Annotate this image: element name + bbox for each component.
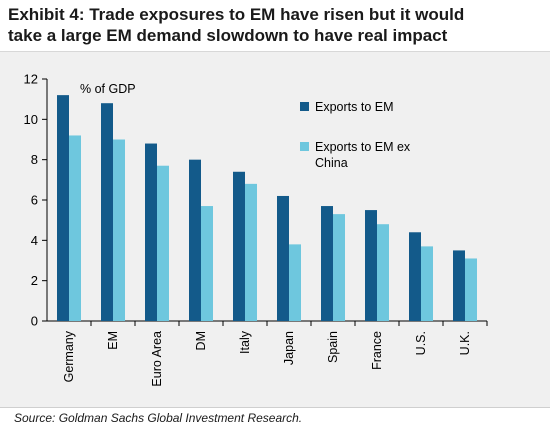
- title-line-2: take a large EM demand slowdown to have …: [8, 26, 448, 45]
- x-tick-label: Spain: [326, 331, 340, 363]
- legend-swatch-exports-em-ex-china: [300, 142, 309, 151]
- bar-exports-em-ex-china: [289, 244, 301, 321]
- bar-exports-em-ex-china: [157, 165, 169, 321]
- bar-exports-em: [409, 232, 421, 321]
- bar-exports-em: [189, 159, 201, 321]
- title-line-1: Exhibit 4: Trade exposures to EM have ri…: [8, 5, 465, 24]
- legend-label-exports-em-ex-china: China: [315, 156, 348, 170]
- bar-exports-em: [321, 206, 333, 321]
- y-tick-label: 4: [31, 233, 38, 248]
- bar-exports-em: [233, 171, 245, 321]
- legend-label-exports-em: Exports to EM: [315, 100, 394, 114]
- bar-exports-em-ex-china: [245, 183, 257, 321]
- x-tick-label: Japan: [282, 331, 296, 365]
- x-tick-label: Euro Area: [150, 331, 164, 387]
- bar-exports-em-ex-china: [465, 258, 477, 321]
- source-note: Source: Goldman Sachs Global Investment …: [14, 411, 303, 425]
- bar-exports-em-ex-china: [377, 224, 389, 321]
- bar-exports-em-ex-china: [69, 135, 81, 321]
- bar-exports-em: [453, 250, 465, 321]
- x-tick-label: France: [370, 331, 384, 370]
- y-tick-label: 0: [31, 314, 38, 329]
- bar-exports-em-ex-china: [421, 246, 433, 321]
- x-tick-label: Italy: [238, 330, 252, 354]
- y-tick-label: 6: [31, 193, 38, 208]
- y-tick-label: 8: [31, 152, 38, 167]
- bar-exports-em-ex-china: [333, 214, 345, 321]
- x-tick-label: Germany: [62, 330, 76, 382]
- chart-panel: 0 2 4 6 8 10 12 % of GDP Germany EM Euro Area DM Ita…: [0, 51, 550, 408]
- bar-chart: 0 2 4 6 8 10 12 % of GDP Germany EM Euro Area DM Ita…: [24, 72, 488, 387]
- bar-exports-em: [57, 95, 69, 321]
- bar-exports-em: [101, 103, 113, 321]
- bar-exports-em: [365, 210, 377, 321]
- chart-title: Exhibit 4: Trade exposures to EM have ri…: [8, 4, 548, 46]
- bar-exports-em-ex-china: [201, 206, 213, 321]
- legend-swatch-exports-em: [300, 102, 309, 111]
- bar-exports-em: [145, 143, 157, 321]
- y-axis-unit-label: % of GDP: [80, 82, 136, 96]
- x-tick-label: U.K.: [458, 331, 472, 355]
- x-tick-label: EM: [106, 331, 120, 350]
- y-tick-label: 2: [31, 273, 38, 288]
- x-tick-label: DM: [194, 331, 208, 350]
- bar-exports-em-ex-china: [113, 139, 125, 321]
- legend-label-exports-em-ex-china: Exports to EM ex: [315, 140, 411, 154]
- y-tick-label: 12: [24, 72, 38, 87]
- y-tick-label: 10: [24, 112, 38, 127]
- bar-exports-em: [277, 195, 289, 321]
- x-tick-label: U.S.: [414, 331, 428, 355]
